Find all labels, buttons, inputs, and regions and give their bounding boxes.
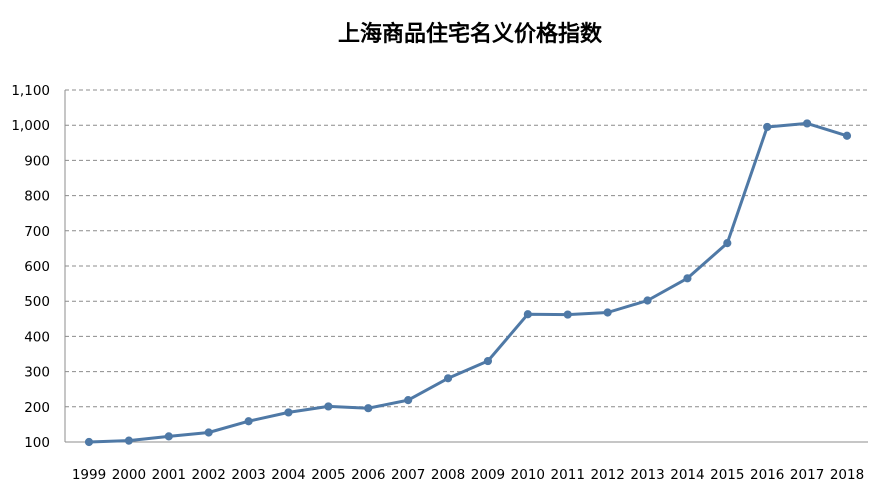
data-point [124,436,133,445]
data-point [603,308,612,317]
data-point [84,437,94,447]
data-point [803,119,812,128]
series [84,119,852,447]
y-tick-label: 600 [24,259,50,275]
y-tick-labels: 100 200 300 400 500 600 700 800 900 1,000 1,100 [11,83,50,451]
y-tick-label: 100 [24,435,50,451]
data-point [483,356,493,366]
data-point [404,396,413,405]
x-tick-label: 2000 [112,467,146,483]
x-tick-label: 2006 [351,467,385,483]
x-tick-label: 2018 [830,467,864,483]
x-tick-label: 2017 [790,467,824,483]
y-tick-label: 800 [24,189,50,205]
gridlines [65,89,868,408]
y-tick-label: 1,100 [11,83,50,99]
x-tick-label: 2016 [750,467,784,483]
data-point [683,274,692,283]
data-point [164,432,173,441]
y-tick-label: 700 [24,224,50,240]
chart-title: 上海商品住宅名义价格指数 [338,21,603,47]
y-tick-label: 300 [24,365,50,381]
x-tick-label: 2014 [670,467,704,483]
data-point [723,239,732,248]
x-tick-label: 1999 [72,467,106,483]
data-point [763,122,772,132]
x-tick-label: 2004 [271,467,305,483]
y-tick-label: 400 [24,329,50,345]
axes [64,90,868,443]
data-point [443,374,453,383]
y-tick-label: 900 [24,153,50,169]
data-point [364,404,373,413]
data-point [563,310,572,319]
x-tick-label: 2010 [511,467,545,483]
x-tick-label: 2008 [431,467,465,483]
y-tick-label: 1,000 [11,118,50,134]
data-point [284,408,293,417]
series-line [87,121,849,444]
x-tick-label: 2011 [551,467,585,483]
x-tick-label: 2013 [630,467,664,483]
data-point [244,417,253,426]
x-tick-labels: 1999 2000 2001 2002 2003 2004 2005 2006 2007 2008… [72,467,864,483]
x-tick-label: 2015 [710,467,744,483]
data-point [523,310,532,319]
x-tick-label: 2005 [311,467,345,483]
x-tick-label: 2007 [391,467,425,483]
data-point [643,296,652,305]
data-point [842,131,852,140]
x-tick-label: 2001 [152,467,186,483]
x-tick-label: 2009 [471,467,505,483]
y-tick-label: 500 [24,294,50,310]
data-point [204,428,213,437]
x-tick-label: 2012 [590,467,624,483]
x-tick-label: 2003 [231,467,265,483]
x-tick-label: 2002 [192,467,226,483]
data-point [324,402,333,411]
y-tick-label: 200 [24,400,50,416]
